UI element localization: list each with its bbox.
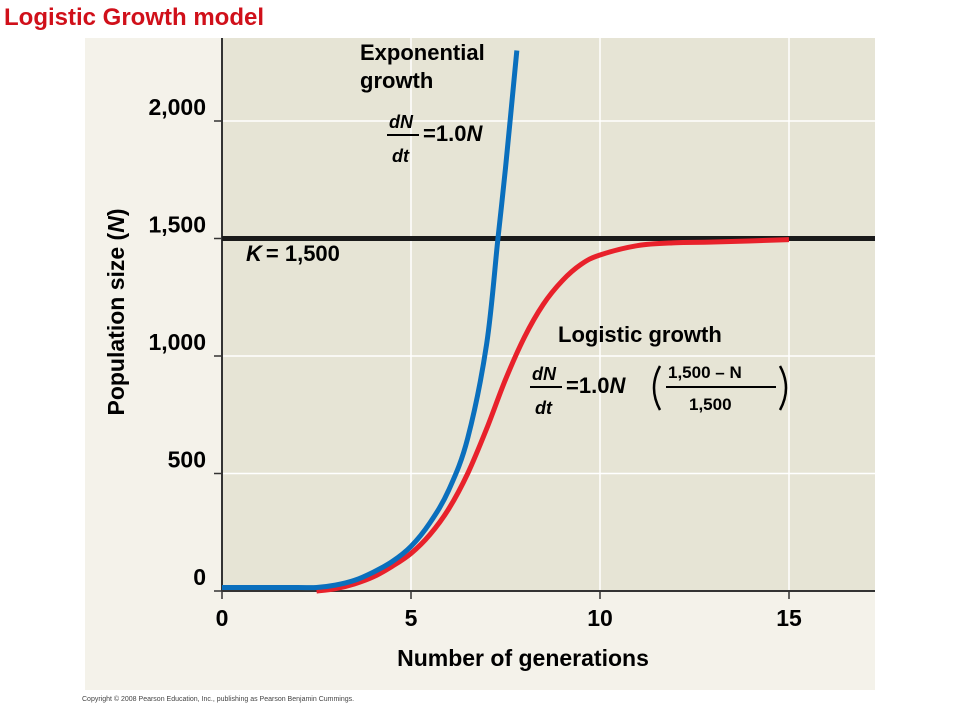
right-paren — [778, 365, 788, 411]
x-tick-label: 10 — [587, 605, 613, 631]
copyright-notice: Copyright © 2008 Pearson Education, Inc.… — [82, 696, 355, 703]
page-title: Logistic Growth model — [4, 4, 265, 31]
k-label: K = 1,500 — [246, 241, 340, 266]
x-tick-label: 5 — [405, 605, 418, 631]
logistic-label: Logistic growth — [558, 322, 722, 347]
x-tick-label: 0 — [216, 605, 229, 631]
y-tick-label: 2,000 — [148, 94, 206, 120]
logistic-growth-curve — [316, 237, 790, 594]
log-frac-numerator: 1,500 – N — [668, 363, 742, 382]
log-frac-denominator: 1,500 — [689, 395, 732, 414]
x-tick-label: 15 — [776, 605, 802, 631]
exponential-label-line2: growth — [360, 68, 433, 93]
exponential-growth-curve — [222, 50, 520, 591]
exp-eq-denominator: dt — [392, 146, 410, 166]
log-eq-rhs: =1.0N — [566, 373, 626, 398]
y-tick-label: 0 — [193, 564, 206, 590]
x-axis-label: Number of generations — [397, 645, 649, 671]
log-eq-denominator: dt — [535, 398, 553, 418]
y-tick-label: 1,500 — [148, 212, 206, 238]
left-paren — [652, 365, 662, 411]
exp-eq-numerator: dN — [389, 112, 414, 132]
plot-area — [222, 38, 875, 591]
exp-eq-rhs: =1.0N — [423, 121, 483, 146]
y-axis-label: Population size (N) — [103, 208, 129, 415]
exponential-label-line1: Exponential — [360, 40, 485, 65]
y-tick-label: 500 — [168, 447, 206, 473]
log-eq-numerator: dN — [532, 364, 557, 384]
y-tick-label: 1,000 — [148, 329, 206, 355]
